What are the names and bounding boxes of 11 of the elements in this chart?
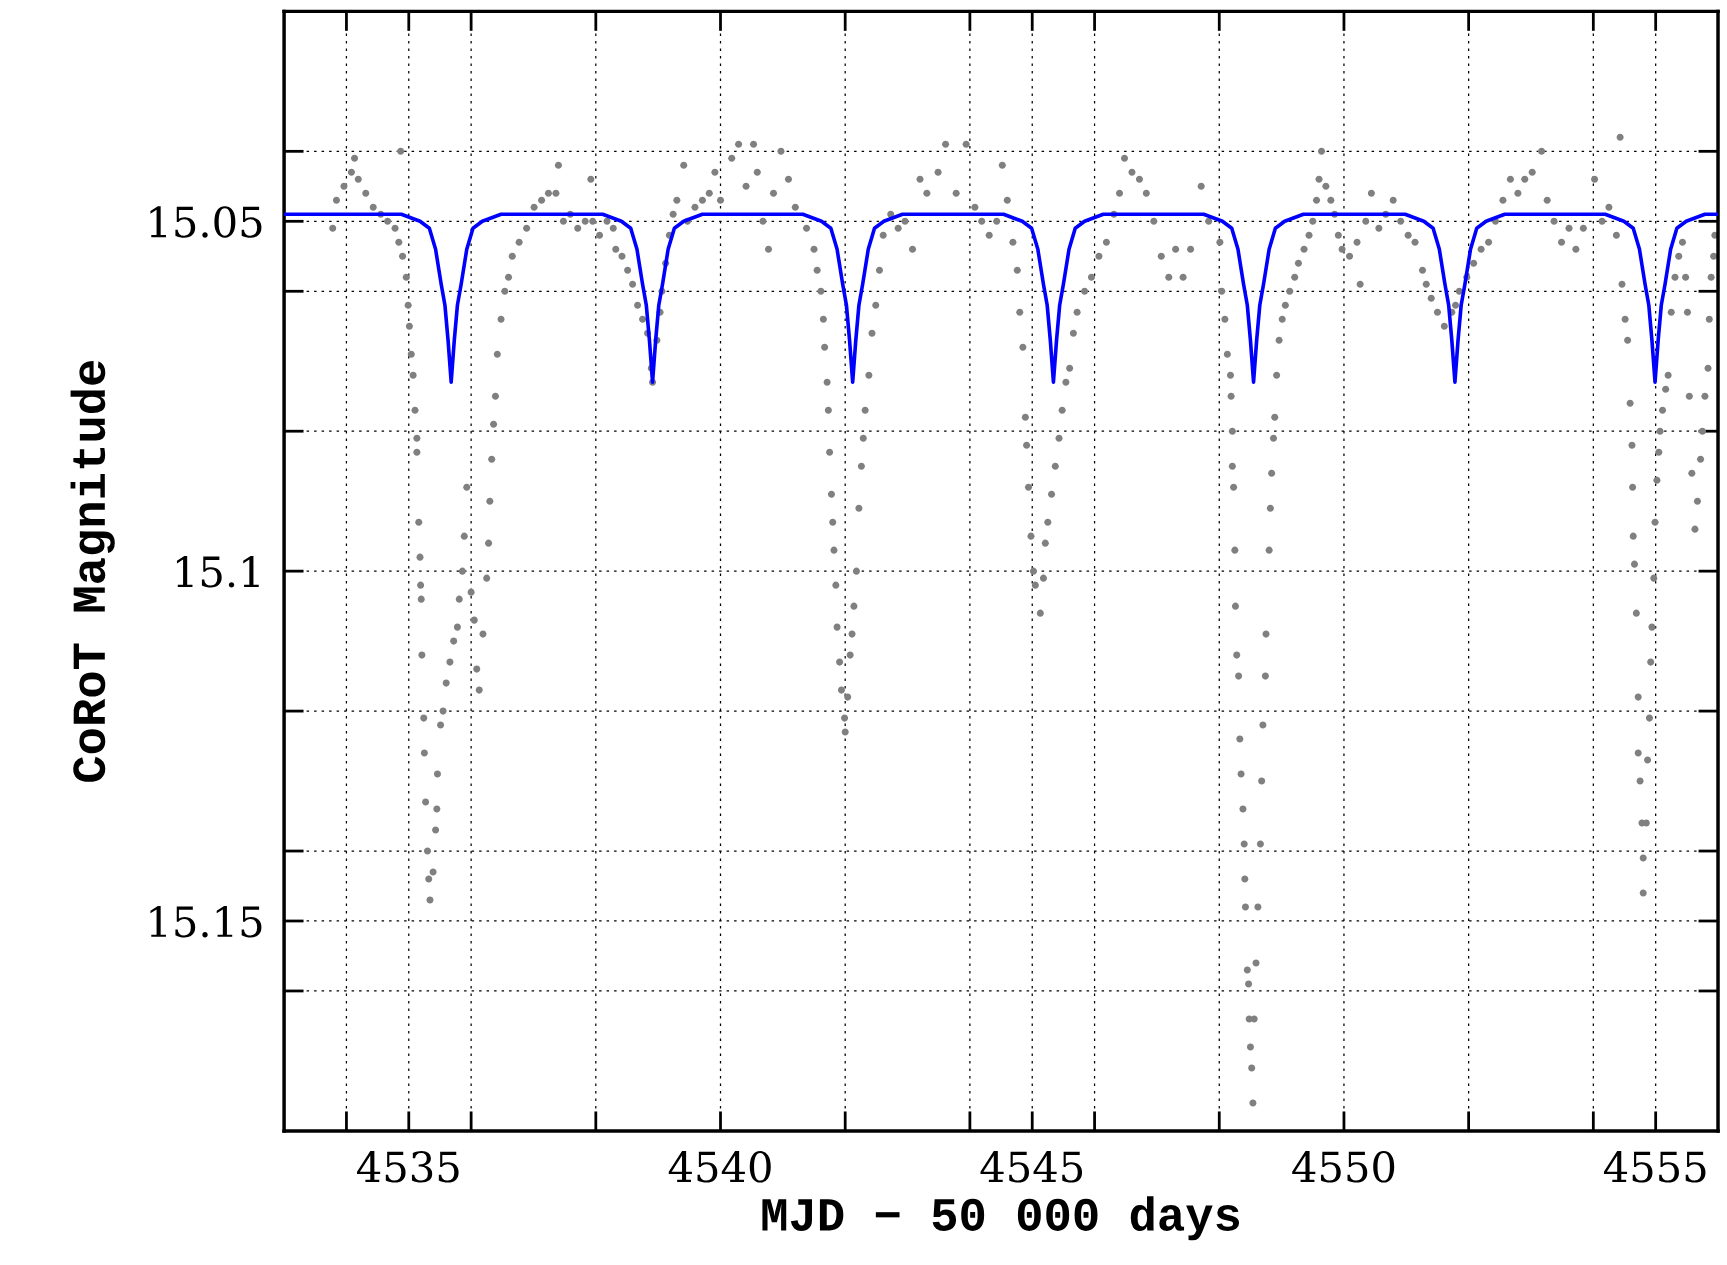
x-axis-title: MJD − 50 000 days (762, 1196, 1240, 1241)
x-tick-label: 4540 (668, 1151, 771, 1183)
x-tick-label: 4550 (1292, 1151, 1395, 1183)
y-axis-title: CoRoT Magnitude (70, 360, 115, 782)
y-tick-label: 15.15 (150, 905, 262, 938)
x-tick-label: 4545 (980, 1151, 1083, 1183)
x-tick-label: 4555 (1603, 1151, 1706, 1183)
y-tick-label: 15.1 (176, 556, 259, 588)
line-series (284, 212, 1719, 385)
y-tick-label: 15.05 (150, 206, 262, 238)
x-tick-label: 4535 (357, 1151, 459, 1183)
